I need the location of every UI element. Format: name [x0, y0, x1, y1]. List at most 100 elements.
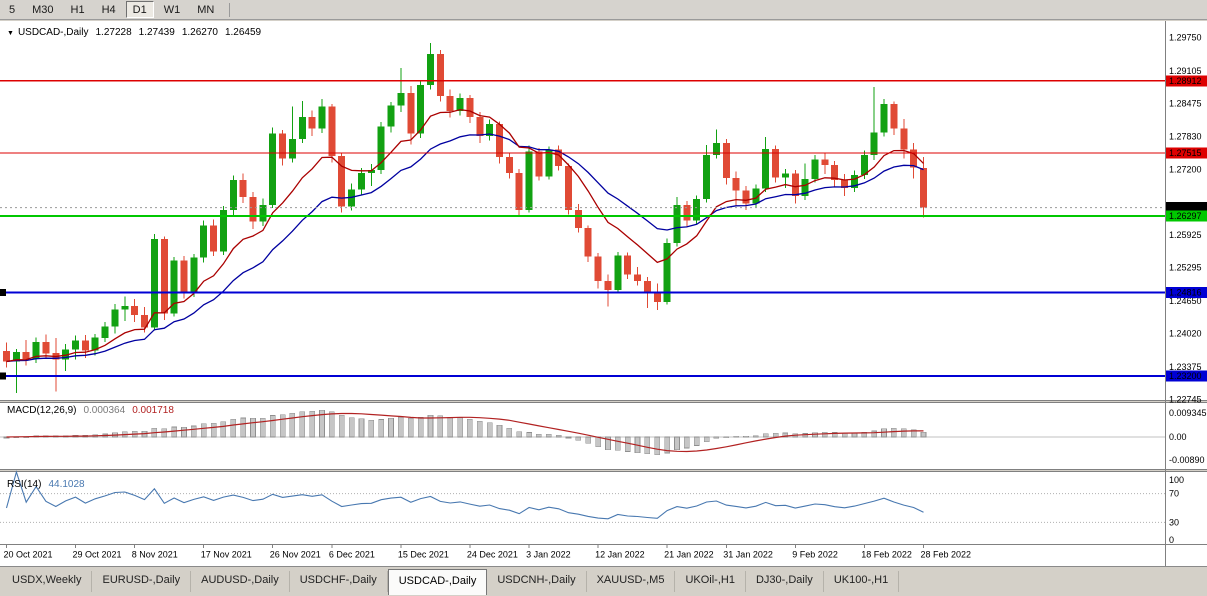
- timeframe-button-w1[interactable]: W1: [163, 4, 181, 16]
- date-label: 12 Jan 2022: [595, 550, 645, 560]
- macd-histogram-bar: [269, 415, 276, 438]
- candle-body: [555, 149, 563, 167]
- macd-histogram-bar: [289, 412, 296, 438]
- candle-body: [594, 256, 602, 281]
- price-scale-label: 1.24650: [1169, 296, 1202, 306]
- candle-body: [160, 239, 168, 314]
- tab-eurusd-daily[interactable]: EURUSD-,Daily: [92, 571, 192, 592]
- price-scale-label: 1.27830: [1169, 132, 1202, 142]
- candle-body: [259, 204, 267, 222]
- candle-body: [249, 197, 257, 222]
- macd-histogram-bar: [536, 433, 542, 438]
- ma-fast-line: [6, 108, 924, 363]
- tab-usdx-weekly[interactable]: USDX,Weekly: [2, 571, 93, 592]
- candle-body: [525, 151, 533, 211]
- macd-histogram-bar: [476, 421, 483, 438]
- macd-histogram-bar: [240, 417, 246, 438]
- candle-body: [229, 180, 237, 211]
- macd-histogram-bar: [703, 436, 710, 442]
- price-badge: [1166, 75, 1207, 87]
- candle-body: [496, 123, 503, 157]
- date-label: 28 Feb 2022: [921, 550, 972, 560]
- candle-body: [170, 260, 178, 314]
- date-label: 3 Jan 2022: [526, 550, 571, 560]
- candle-body: [673, 204, 681, 244]
- candle-body: [752, 188, 760, 204]
- macd-signal-line: [6, 412, 924, 453]
- hline-anchor[interactable]: [0, 289, 6, 296]
- candle-body: [436, 54, 444, 96]
- macd-histogram-bar: [250, 418, 256, 438]
- hline-anchor[interactable]: [0, 372, 6, 380]
- candle-body: [811, 159, 819, 180]
- candle-body: [703, 154, 711, 200]
- macd-histogram-bar: [230, 418, 237, 438]
- tab-usdcad-daily[interactable]: USDCAD-,Daily: [387, 569, 488, 595]
- macd-histogram-bar: [427, 414, 434, 438]
- macd-histogram-bar: [486, 422, 493, 438]
- timeframe-button-mn[interactable]: MN: [197, 4, 215, 16]
- rsi-line: [5, 470, 924, 520]
- candle-body: [545, 149, 553, 177]
- tab-xauusd-m5[interactable]: XAUUSD-,M5: [587, 571, 676, 592]
- timeframe-button-m30[interactable]: M30: [32, 4, 54, 16]
- candle-body: [121, 306, 129, 310]
- macd-histogram-bar: [654, 436, 661, 456]
- candle-body: [131, 306, 139, 315]
- chart-title: ▼ USDCAD-,Daily 1.27228 1.27439 1.26270 1.264…: [7, 27, 262, 38]
- date-label: 9 Feb 2022: [792, 550, 838, 560]
- candle-body: [693, 199, 701, 221]
- candle-body: [634, 274, 641, 281]
- macd-histogram-bar: [398, 416, 404, 438]
- candle-body: [920, 167, 927, 208]
- candle-body: [851, 175, 858, 188]
- macd-histogram-bar: [693, 436, 700, 446]
- macd-histogram-bar: [762, 433, 769, 438]
- candle-body: [42, 341, 50, 354]
- tab-usdchf-daily[interactable]: USDCHF-,Daily: [290, 571, 388, 592]
- date-label: 31 Jan 2022: [723, 550, 773, 560]
- candle-body: [12, 352, 20, 362]
- date-label: 17 Nov 2021: [201, 550, 252, 560]
- candle-body: [190, 257, 198, 293]
- tab-ukoil-h1[interactable]: UKOil-,H1: [675, 571, 746, 592]
- date-label: 26 Nov 2021: [270, 550, 321, 560]
- candle-body: [801, 179, 809, 197]
- candle-body: [574, 210, 582, 229]
- candle-body: [22, 352, 30, 359]
- candle-body: [486, 123, 494, 137]
- tab-dj30-daily[interactable]: DJ30-,Daily: [746, 571, 824, 592]
- macd-histogram-bar: [191, 425, 197, 438]
- tab-audusd-daily[interactable]: AUDUSD-,Daily: [191, 571, 290, 592]
- macd-histogram-bar: [851, 432, 858, 438]
- date-label: 29 Oct 2021: [73, 550, 122, 560]
- price-scale-label: 1.27200: [1169, 164, 1202, 174]
- macd-histogram-bar: [920, 432, 927, 438]
- macd-histogram-bar: [595, 436, 601, 447]
- candle-body: [210, 225, 218, 252]
- pane-splitter[interactable]: [0, 400, 1207, 403]
- timeframe-button-5[interactable]: 5: [9, 4, 16, 16]
- timeframe-button-d1[interactable]: D1: [125, 1, 154, 18]
- timeframe-button-h4[interactable]: H4: [101, 4, 116, 16]
- macd-histogram-bar: [220, 421, 227, 438]
- date-label: 15 Dec 2021: [398, 550, 449, 560]
- candle-body: [860, 154, 868, 175]
- candle-body: [318, 106, 326, 129]
- date-label: 6 Dec 2021: [329, 550, 375, 560]
- price-badge-value: 1.26459: [1169, 203, 1202, 213]
- pane-splitter[interactable]: [0, 469, 1207, 472]
- tab-uk100-h1[interactable]: UK100-,H1: [824, 571, 900, 592]
- timeframe-button-h1[interactable]: H1: [70, 4, 85, 16]
- tab-usdcnh-daily[interactable]: USDCNH-,Daily: [487, 571, 587, 592]
- price-scale-label: 1.24020: [1169, 329, 1202, 339]
- price-badge: [1166, 210, 1207, 222]
- candle-body: [387, 105, 395, 127]
- candle-body: [279, 133, 287, 159]
- macd-histogram-bar: [329, 411, 335, 438]
- macd-histogram-bar: [457, 417, 463, 438]
- candle-body: [890, 104, 898, 129]
- macd-histogram-bar: [674, 436, 680, 451]
- chart-canvas[interactable]: ▼ USDCAD-,Daily 1.27228 1.27439 1.26270 1.264…: [0, 21, 1207, 566]
- candle-body: [683, 204, 691, 221]
